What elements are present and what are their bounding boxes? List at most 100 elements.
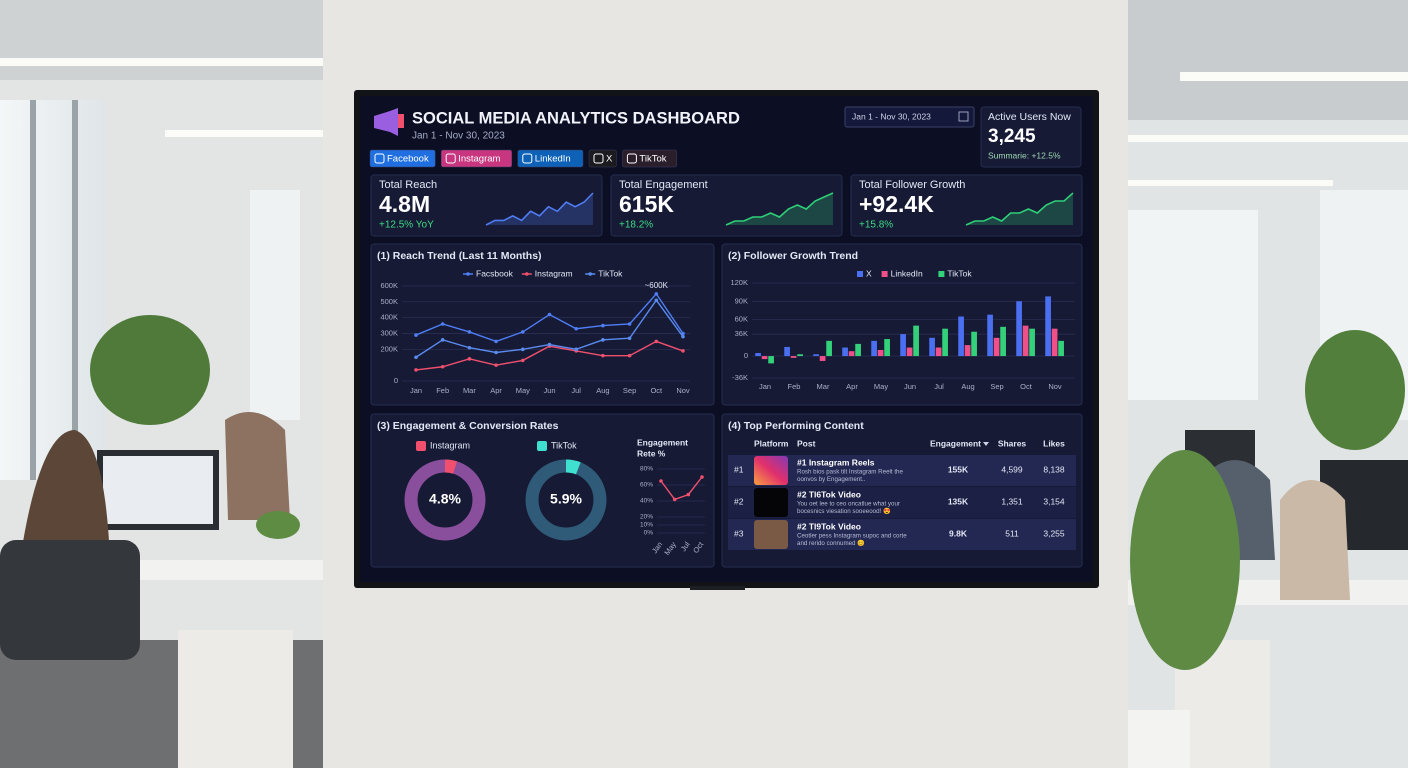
x-tick-label: Jan	[759, 382, 771, 391]
row-rank: #1	[734, 464, 744, 474]
post-description: oonvos by Engagement..	[797, 476, 866, 483]
sparkline	[485, 192, 594, 226]
window	[0, 100, 105, 480]
y-tick-label: 90K	[735, 296, 748, 305]
megaphone-icon	[374, 108, 398, 136]
kpi-label: Total Engagement	[619, 179, 708, 191]
bar	[1000, 326, 1006, 357]
platform-name: Facebook	[387, 154, 429, 165]
donut-label: Instagram	[430, 440, 470, 450]
y-tick-label: 400K	[380, 313, 398, 322]
engagement: 135K	[948, 496, 969, 506]
shares: 4,599	[1001, 464, 1023, 474]
line-point	[700, 475, 704, 479]
line-point	[521, 358, 525, 363]
calendar-icon	[958, 111, 969, 122]
ceiling-light	[165, 130, 323, 137]
tv-stand	[690, 586, 745, 590]
y-tick-label: 0	[744, 351, 748, 360]
bar	[900, 334, 906, 357]
line-point	[601, 353, 605, 358]
line-point	[414, 333, 418, 337]
kpi-label: Total Follower Growth	[859, 179, 965, 191]
bar	[906, 347, 913, 357]
platform-pill[interactable]	[369, 149, 436, 168]
bar	[884, 339, 890, 357]
plant	[1305, 330, 1405, 450]
bar	[1051, 328, 1058, 357]
post-description: You oet lee to ceo oncatlue what your	[797, 501, 900, 508]
line-series	[660, 476, 703, 501]
donut-segment	[525, 459, 607, 541]
donut-label: TikTok	[551, 440, 577, 450]
line-point	[440, 364, 445, 369]
date-picker[interactable]	[844, 106, 975, 128]
post-description: Rosh bios pask tilt Instagram Reelt the	[797, 469, 903, 476]
kpi-change: +12.5% YoY	[379, 220, 434, 231]
window	[250, 190, 300, 420]
bar	[819, 356, 826, 361]
y-tick-label: 10%	[640, 522, 653, 529]
bar	[958, 316, 964, 357]
sort-arrow[interactable]	[983, 442, 989, 446]
legend-label: Facsbook	[476, 268, 514, 278]
platform-pill[interactable]	[517, 149, 584, 168]
y-tick-label: 120K	[730, 278, 748, 287]
panel-title: (3) Engagement & Conversion Rates	[377, 420, 559, 432]
person	[20, 430, 110, 560]
line-point	[574, 326, 578, 331]
line-point	[467, 330, 472, 334]
x-tick-label: Nov	[1048, 382, 1062, 391]
dashboard-subtitle: Jan 1 - Nov 30, 2023	[412, 131, 505, 142]
shares: 511	[1005, 528, 1019, 538]
x-tick-label: Jan	[410, 386, 422, 395]
bar	[987, 314, 993, 357]
line-point	[672, 497, 677, 502]
line-point	[494, 339, 498, 344]
donut-segment	[404, 459, 486, 541]
active-users-label: Active Users Now	[988, 111, 1071, 123]
megaphone-icon	[398, 114, 404, 128]
panel-title: (2) Follower Growth Trend	[728, 250, 858, 262]
legend-swatch	[938, 271, 945, 277]
y-tick-label: 0	[394, 376, 398, 385]
planter	[1128, 710, 1190, 768]
likes: 3,154	[1043, 496, 1065, 506]
platform-pill[interactable]	[440, 149, 513, 168]
plant	[1130, 450, 1240, 670]
line-point	[414, 355, 418, 360]
bar	[929, 337, 935, 357]
column-header: Shares	[998, 438, 1027, 448]
plant	[90, 315, 210, 425]
line-point	[654, 298, 659, 303]
line-point	[654, 339, 659, 344]
ceiling-light	[1180, 72, 1408, 81]
row-rank: #2	[734, 496, 744, 506]
chair	[0, 540, 140, 660]
line-point	[467, 345, 472, 350]
bar	[813, 354, 819, 357]
cabinet	[178, 630, 293, 768]
line-point	[440, 338, 445, 342]
bar	[877, 349, 884, 357]
x-tick-label: Apr	[490, 386, 502, 395]
x-tick-label: May	[516, 386, 530, 395]
legend-label: X	[866, 268, 872, 278]
y-tick-label: 500K	[380, 297, 398, 306]
line-point	[654, 292, 659, 296]
bar	[826, 340, 832, 357]
date-range: Jan 1 - Nov 30, 2023	[852, 111, 931, 121]
x-tick-label: Aug	[961, 382, 974, 391]
likes: 8,138	[1043, 464, 1065, 474]
plant	[256, 511, 300, 539]
legend-swatch	[881, 271, 888, 277]
follower-panel	[721, 243, 1083, 406]
platform-icon	[537, 441, 547, 451]
line-point	[686, 492, 691, 497]
bar	[761, 356, 768, 360]
person	[225, 412, 290, 520]
annotation: ~600K	[645, 281, 669, 290]
bar	[848, 351, 855, 357]
